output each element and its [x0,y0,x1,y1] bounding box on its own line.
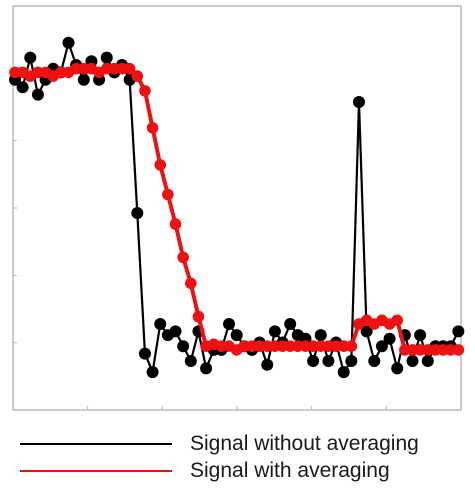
series-2-point [177,251,189,264]
series-1-point [337,366,350,379]
legend-label-2: Signal with averaging [190,459,390,482]
series-1-point [261,358,274,371]
legend-label-1: Signal without averaging [190,432,419,455]
series-1-point [146,366,159,379]
series-1-point [223,318,236,330]
series-2-point [146,122,159,134]
series-1-point [368,355,381,367]
series-1-point [383,332,396,345]
series-1-point [230,329,243,342]
series-1-point [62,36,75,49]
legend-item-1: Signal without averaging [20,432,419,456]
series-2-point [391,314,404,327]
series-1-point [77,73,90,86]
series-1-point [154,318,167,330]
legend-swatch-2 [20,470,172,472]
series-2-point [169,218,182,230]
series-1-point [375,340,388,353]
series-2-point [154,159,167,171]
series-2-point [139,85,151,97]
series-1-point [16,81,29,94]
series-1-point [184,355,197,367]
series-1-point [131,207,144,219]
series-1-point [421,355,434,367]
chart [9,5,465,411]
series-1-point [352,96,365,108]
series-1-point [452,325,465,338]
series-1-point [284,318,297,330]
series-1-point [138,347,151,360]
legend-swatch-1 [20,443,172,445]
series-2-point [192,310,205,323]
series-2-point [185,277,197,290]
series-layer [9,36,465,379]
series-2-point [162,188,174,201]
series-1-point [414,329,427,342]
series-2 [9,62,465,356]
series-1-point [314,329,327,342]
series-2-point [345,340,358,353]
series-1-point [24,51,37,64]
series-1-point [307,355,320,367]
series-1-point [31,88,44,101]
series-2-point [131,70,144,82]
series-1-point [169,325,182,338]
series-1-point [345,355,358,367]
series-1-point [100,51,113,64]
series-2-point [123,62,136,75]
series-1-point [391,362,404,375]
series-1-point [406,355,419,367]
series-1-point [322,355,335,367]
series-1-point [268,325,281,338]
series-1-point [360,325,373,338]
legend-item-2: Signal with averaging [20,459,390,483]
series-1-point [200,362,213,375]
series-2-point [452,344,465,356]
series-1-point [177,340,190,353]
